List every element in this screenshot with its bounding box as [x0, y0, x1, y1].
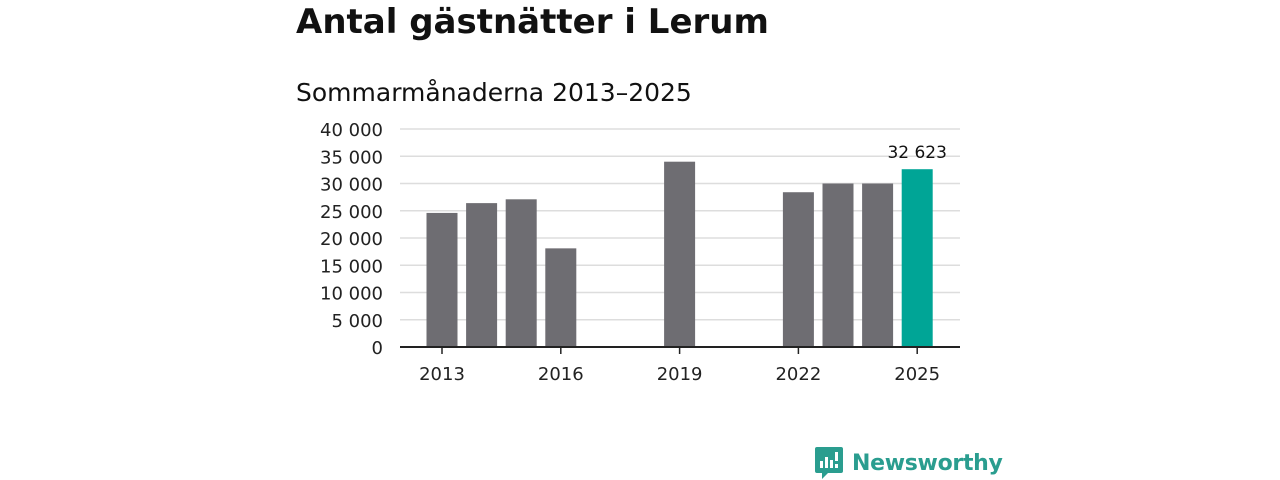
x-tick-label: 2022 — [775, 364, 821, 385]
bar — [901, 169, 933, 347]
bar — [426, 212, 458, 347]
y-tick-label: 5 000 — [331, 311, 383, 332]
x-tick-label: 2016 — [538, 364, 584, 385]
y-tick-label: 40 000 — [320, 120, 383, 141]
y-tick-label: 0 — [372, 338, 383, 359]
bar — [822, 183, 854, 347]
data-label: 32 623 — [887, 143, 946, 163]
y-tick-label: 25 000 — [320, 202, 383, 223]
bar — [466, 203, 498, 347]
bar — [505, 199, 537, 347]
y-tick-label: 30 000 — [320, 175, 383, 196]
bar — [545, 248, 577, 347]
y-tick-label: 35 000 — [320, 147, 383, 168]
x-tick-label: 2013 — [419, 364, 465, 385]
newsworthy-logo-icon — [815, 447, 843, 479]
y-tick-label: 10 000 — [320, 284, 383, 305]
chart-subtitle: Sommarmånaderna 2013–2025 — [296, 78, 692, 107]
chart-title: Antal gästnätter i Lerum — [296, 2, 769, 42]
bar — [862, 183, 894, 347]
x-tick-label: 2025 — [894, 364, 940, 385]
brand-name: Newsworthy — [852, 450, 1003, 476]
bar — [782, 192, 814, 347]
y-tick-label: 15 000 — [320, 256, 383, 277]
y-tick-label: 20 000 — [320, 229, 383, 250]
bar — [664, 161, 696, 347]
newsworthy-logo: Newsworthy — [814, 446, 1003, 480]
x-tick-label: 2019 — [657, 364, 703, 385]
